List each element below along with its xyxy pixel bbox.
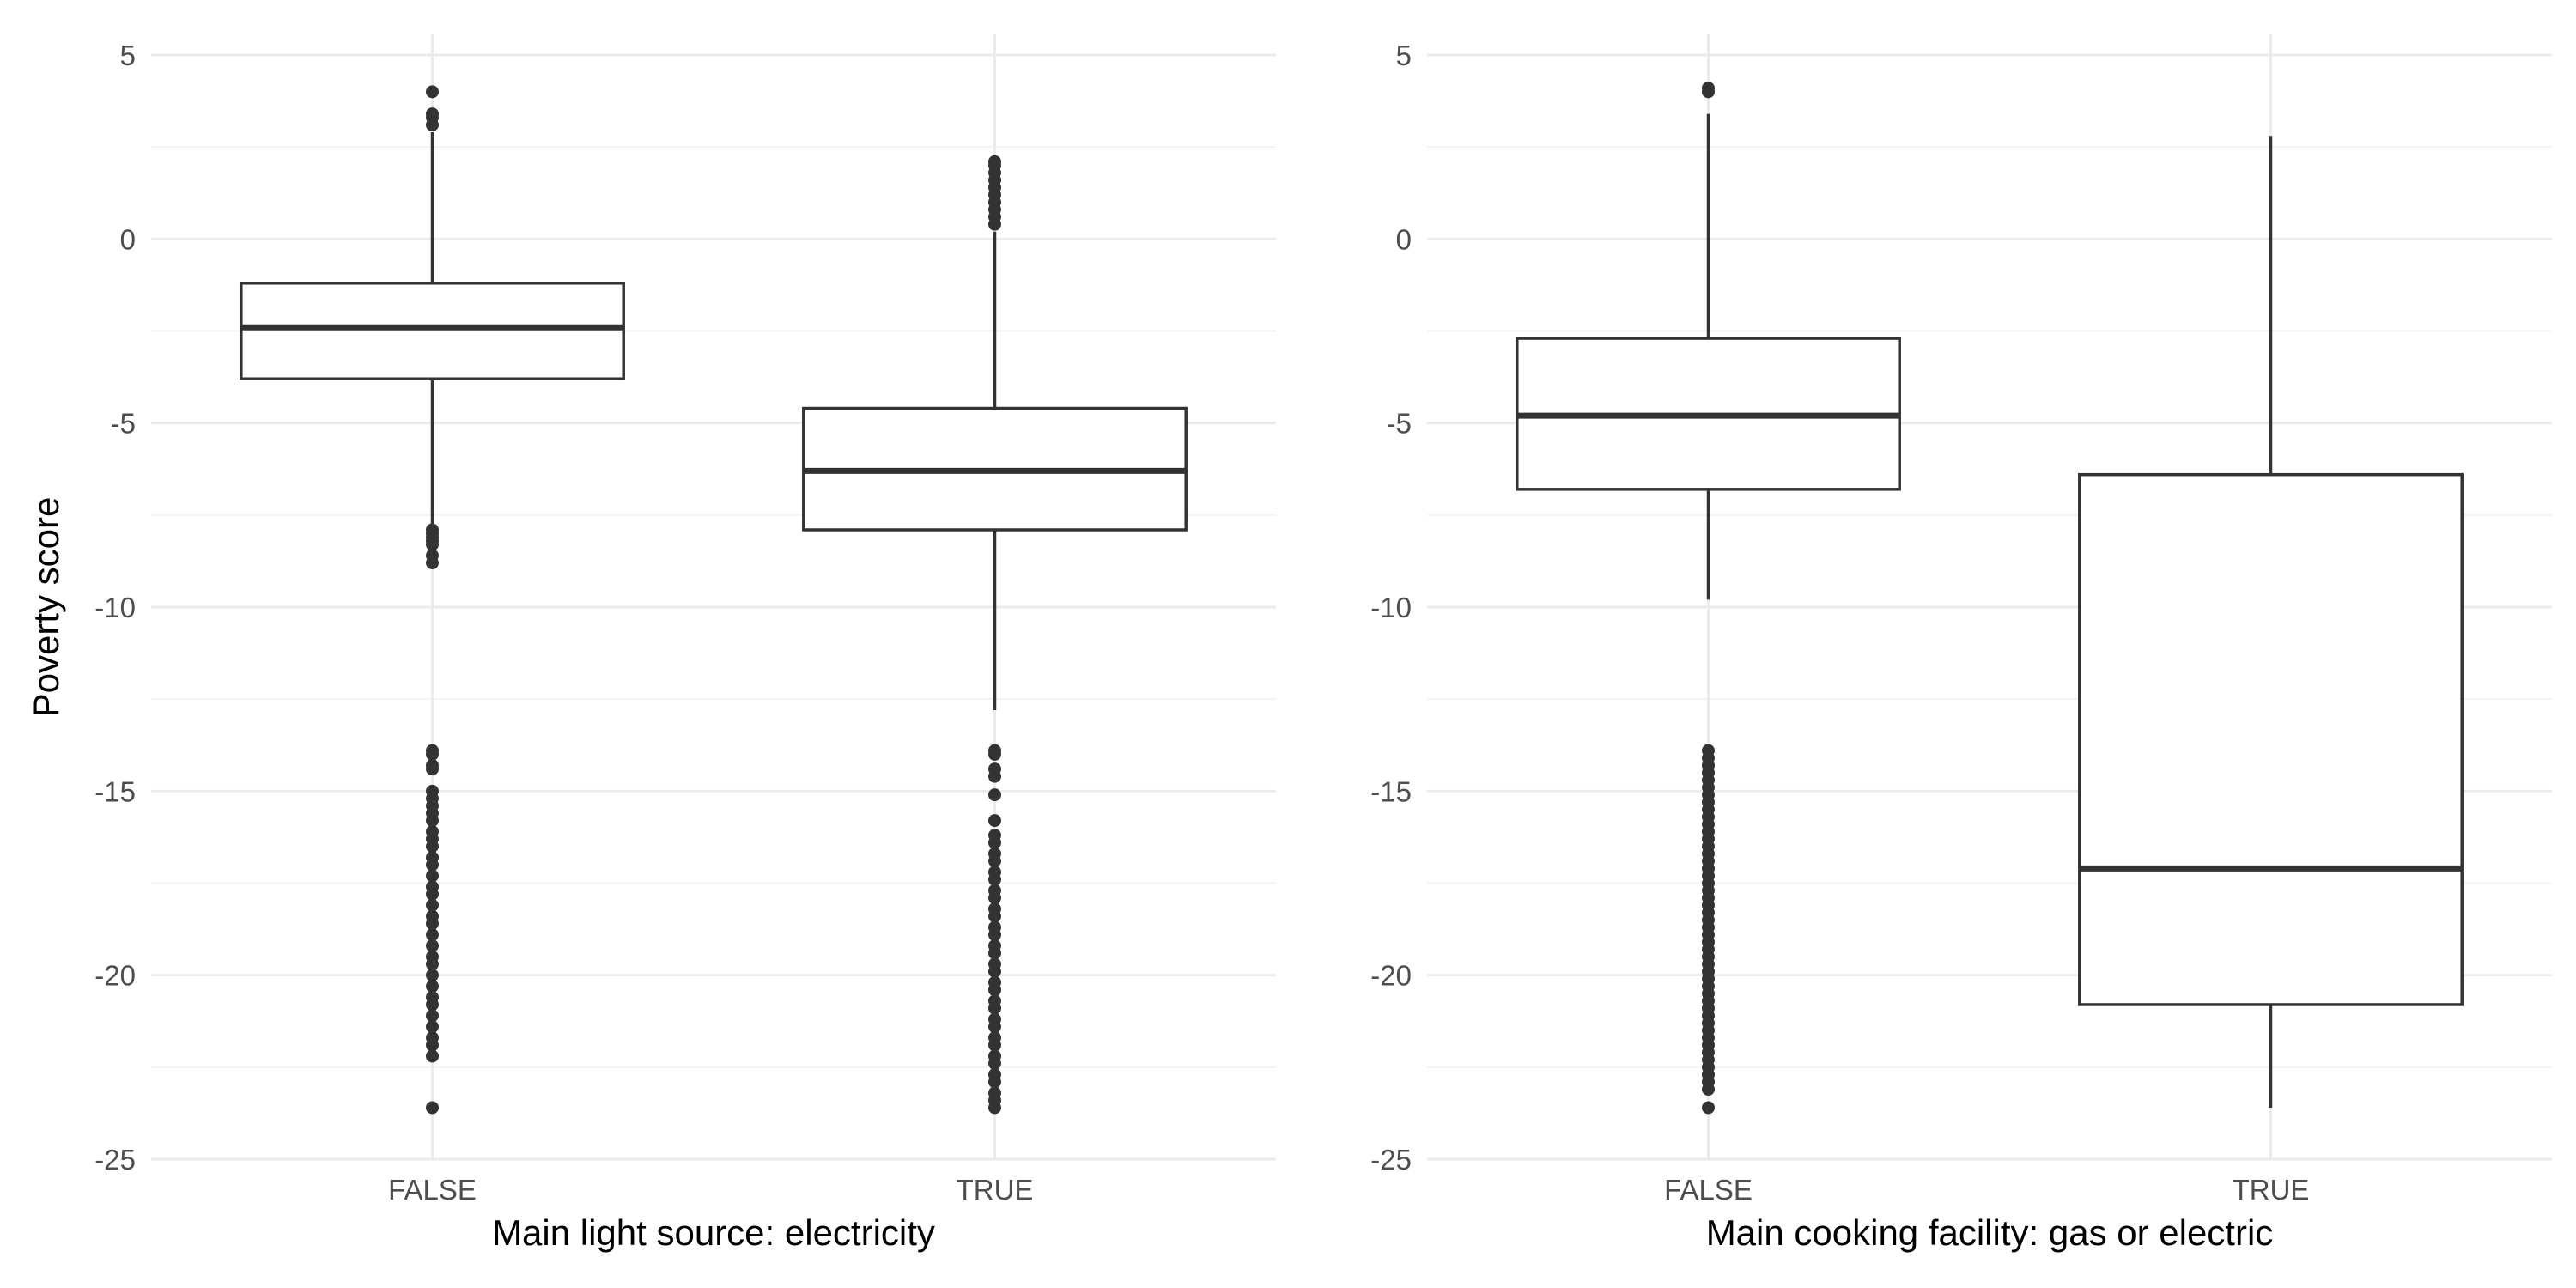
outlier-point bbox=[988, 1101, 1001, 1115]
outlier-point bbox=[426, 1009, 439, 1023]
outlier-point bbox=[988, 946, 1001, 960]
outlier-point bbox=[426, 840, 439, 854]
box-false bbox=[240, 85, 625, 1115]
outlier-point bbox=[988, 1001, 1001, 1015]
y-tick-label: -15 bbox=[1370, 775, 1412, 807]
outlier-point bbox=[988, 814, 1001, 828]
y-tick-label: 5 bbox=[1396, 39, 1412, 71]
box-true bbox=[2078, 136, 2464, 1108]
outlier-point bbox=[988, 769, 1001, 783]
outlier-point bbox=[988, 747, 1001, 761]
box-body bbox=[240, 282, 625, 380]
outlier-point bbox=[426, 1038, 439, 1052]
outlier-point bbox=[426, 858, 439, 872]
outlier-point bbox=[988, 983, 1001, 997]
outlier-point bbox=[988, 872, 1001, 886]
outlier-point bbox=[426, 969, 439, 982]
outlier-point bbox=[988, 835, 1001, 849]
outlier-point bbox=[988, 891, 1001, 905]
outlier-point bbox=[426, 928, 439, 942]
y-tick-label: -20 bbox=[94, 960, 136, 992]
chart-panel-1: 5 0 -5 -10 -15 -20 -25 FALSE TRUE Main light sour… bbox=[26, 34, 1276, 1253]
outlier-point bbox=[1702, 1083, 1715, 1097]
outlier-point bbox=[988, 1075, 1001, 1089]
outlier-point bbox=[426, 957, 439, 971]
outlier-point bbox=[426, 939, 439, 952]
box-true bbox=[802, 155, 1188, 1115]
outlier-point bbox=[426, 814, 439, 828]
y-axis-title: Poverty score bbox=[26, 497, 66, 718]
outlier-point bbox=[426, 538, 439, 551]
outlier-point bbox=[426, 1020, 439, 1034]
x-axis-title: Main cooking facility: gas or electric bbox=[1706, 1212, 2274, 1253]
outlier-point bbox=[426, 898, 439, 912]
outlier-point bbox=[988, 928, 1001, 942]
outlier-point bbox=[988, 217, 1001, 231]
outlier-point bbox=[1702, 85, 1715, 99]
y-tick-label: -15 bbox=[94, 775, 136, 807]
x-tick-label: TRUE bbox=[2233, 1174, 2310, 1206]
y-tick-label: -25 bbox=[94, 1144, 136, 1176]
outlier-point bbox=[426, 917, 439, 931]
y-tick-label: 0 bbox=[120, 223, 136, 255]
y-tick-label: -20 bbox=[1370, 960, 1412, 992]
chart-panel-2: 5 0 -5 -10 -15 -20 -25 FALSE TRUE Main cooking fa… bbox=[1370, 34, 2552, 1253]
y-tick-label: -10 bbox=[1370, 592, 1412, 623]
y-tick-label: 5 bbox=[120, 39, 136, 71]
y-tick-label: -5 bbox=[111, 408, 136, 440]
outlier-point bbox=[988, 1038, 1001, 1052]
x-tick-label: FALSE bbox=[388, 1174, 477, 1206]
outlier-point bbox=[426, 1049, 439, 1063]
outlier-point bbox=[426, 762, 439, 776]
box-body bbox=[2078, 472, 2464, 1006]
outlier-point bbox=[426, 869, 439, 883]
y-tick-label: -5 bbox=[1387, 408, 1412, 440]
outlier-point bbox=[988, 854, 1001, 868]
outlier-point bbox=[988, 909, 1001, 923]
outlier-point bbox=[426, 556, 439, 570]
y-tick-label: -10 bbox=[94, 592, 136, 623]
y-tick-label: 0 bbox=[1396, 223, 1412, 255]
outlier-point bbox=[426, 85, 439, 99]
outlier-point bbox=[988, 1020, 1001, 1034]
outlier-point bbox=[1702, 1101, 1715, 1115]
outlier-point bbox=[426, 1101, 439, 1115]
outlier-point bbox=[426, 998, 439, 1012]
outlier-point bbox=[988, 964, 1001, 978]
outlier-point bbox=[426, 118, 439, 131]
box-false bbox=[1516, 82, 1901, 1115]
outlier-point bbox=[988, 1057, 1001, 1071]
outlier-point bbox=[426, 887, 439, 901]
outlier-point bbox=[426, 980, 439, 993]
x-tick-label: FALSE bbox=[1664, 1174, 1753, 1206]
x-axis-title: Main light source: electricity bbox=[492, 1212, 935, 1253]
outlier-point bbox=[988, 788, 1001, 802]
y-tick-label: -25 bbox=[1370, 1144, 1412, 1176]
outlier-point bbox=[426, 747, 439, 761]
x-tick-label: TRUE bbox=[957, 1174, 1034, 1206]
